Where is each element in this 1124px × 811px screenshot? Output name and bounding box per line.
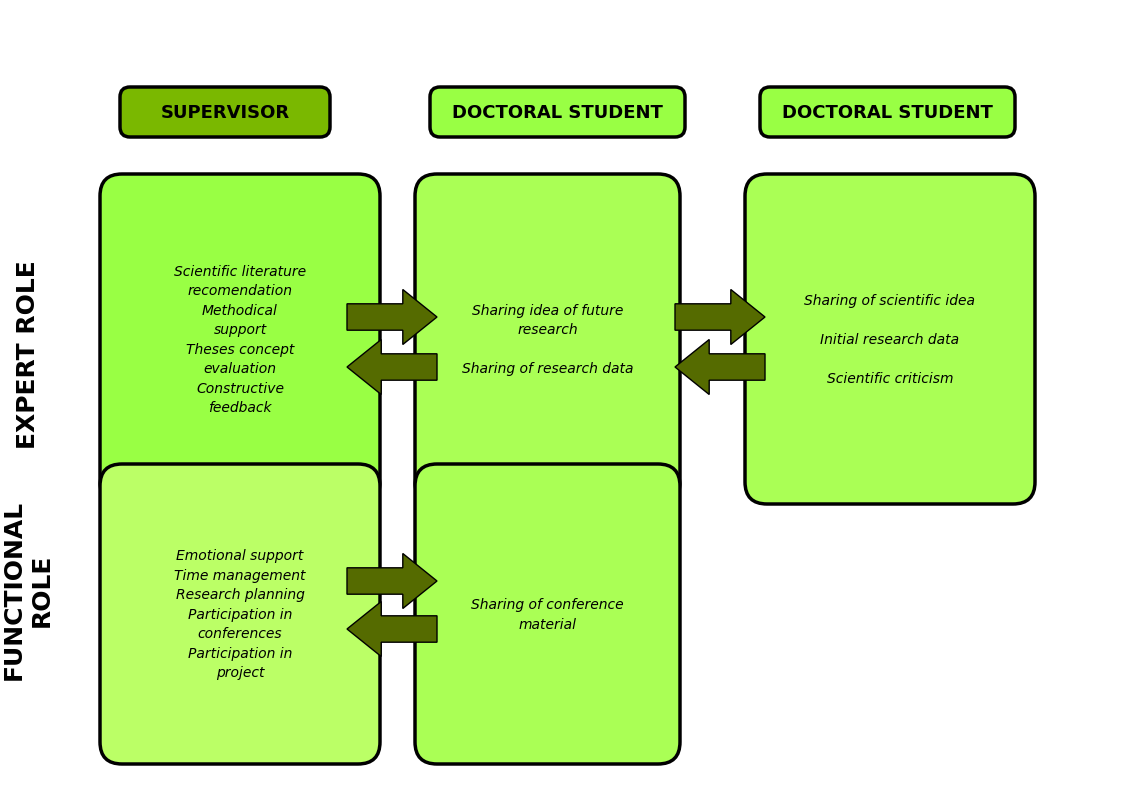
FancyBboxPatch shape	[745, 175, 1035, 504]
Polygon shape	[347, 340, 437, 395]
Polygon shape	[347, 602, 437, 657]
Text: EXPERT ROLE: EXPERT ROLE	[16, 260, 40, 448]
Polygon shape	[676, 290, 765, 345]
Text: Sharing idea of future
research

Sharing of research data: Sharing idea of future research Sharing …	[462, 303, 633, 375]
Text: DOCTORAL STUDENT: DOCTORAL STUDENT	[452, 104, 663, 122]
FancyBboxPatch shape	[100, 465, 380, 764]
Polygon shape	[347, 554, 437, 609]
FancyBboxPatch shape	[415, 465, 680, 764]
Text: SUPERVISOR: SUPERVISOR	[161, 104, 290, 122]
Text: Sharing of conference
material: Sharing of conference material	[471, 598, 624, 631]
Polygon shape	[347, 290, 437, 345]
FancyBboxPatch shape	[430, 88, 685, 138]
Text: Emotional support
Time management
Research planning
Participation in
conferences: Emotional support Time management Resear…	[174, 549, 306, 680]
Polygon shape	[676, 340, 765, 395]
FancyBboxPatch shape	[120, 88, 330, 138]
Text: FUNCTIONAL
ROLE: FUNCTIONAL ROLE	[2, 500, 54, 680]
FancyBboxPatch shape	[415, 175, 680, 504]
Text: DOCTORAL STUDENT: DOCTORAL STUDENT	[782, 104, 992, 122]
FancyBboxPatch shape	[760, 88, 1015, 138]
Text: Sharing of scientific idea

Initial research data

Scientific criticism: Sharing of scientific idea Initial resea…	[805, 294, 976, 385]
Text: Scientific literature
recomendation
Methodical
support
Theses concept
evaluation: Scientific literature recomendation Meth…	[174, 264, 306, 414]
FancyBboxPatch shape	[100, 175, 380, 504]
